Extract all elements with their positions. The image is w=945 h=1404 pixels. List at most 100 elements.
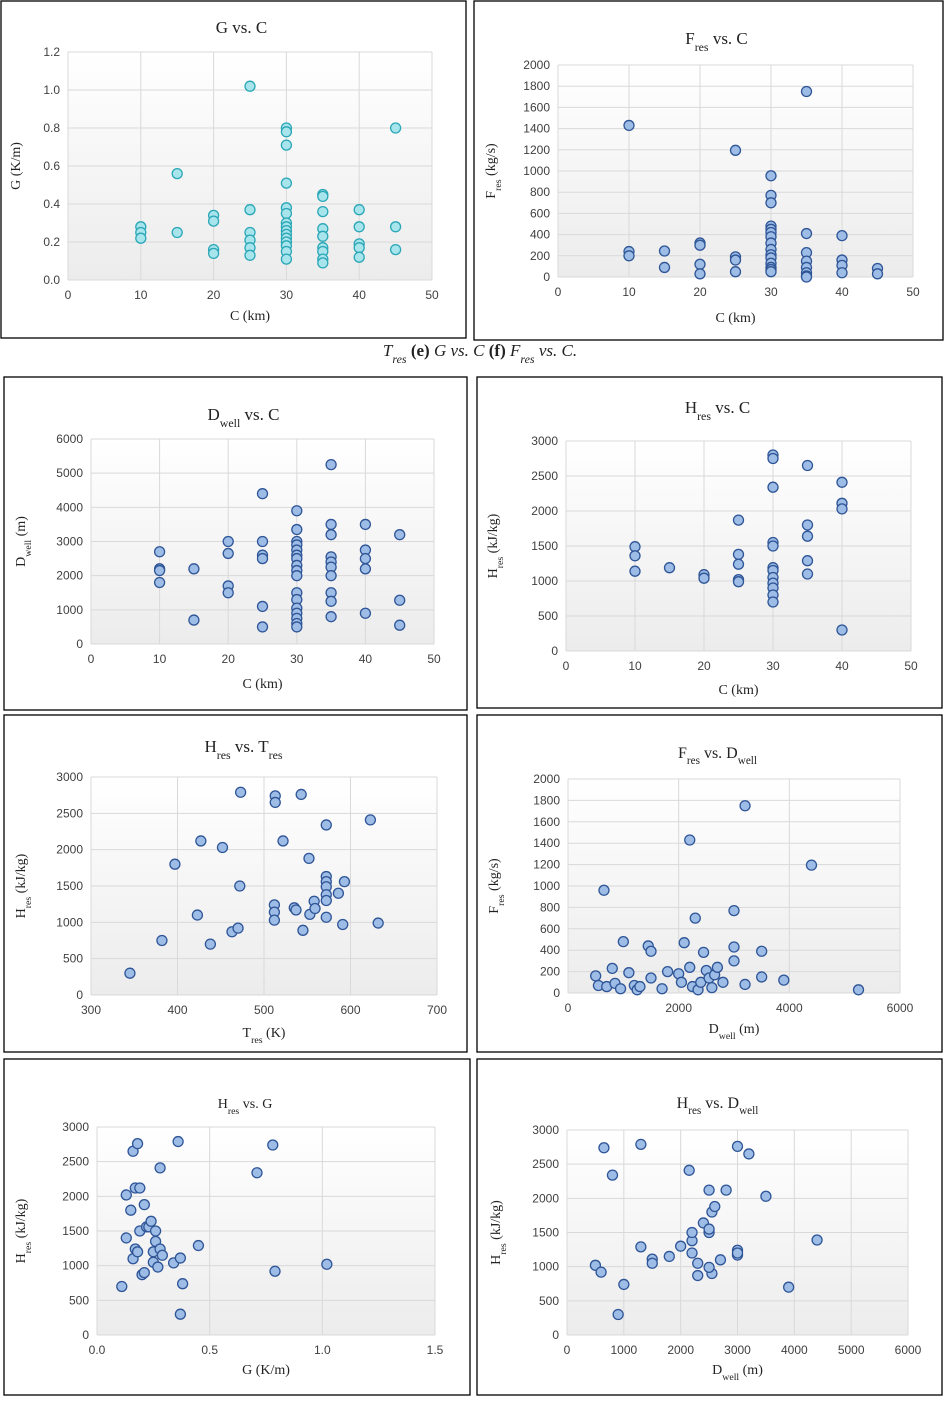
x-tick-label: 0.0 bbox=[89, 1343, 106, 1357]
panel-border bbox=[3, 714, 468, 1053]
y-label-part: D bbox=[14, 557, 29, 567]
y-label-part: G (K/m) bbox=[9, 142, 24, 190]
point bbox=[614, 983, 627, 995]
x-axis-label: Dwell (m) bbox=[712, 1363, 763, 1383]
point bbox=[645, 972, 657, 984]
y-tick-label: 400 bbox=[540, 943, 560, 957]
point bbox=[204, 938, 217, 950]
point bbox=[280, 253, 293, 265]
point bbox=[767, 540, 779, 552]
point bbox=[675, 976, 688, 988]
point bbox=[801, 568, 814, 580]
y-label-part: (kg/s) bbox=[484, 143, 499, 180]
point bbox=[697, 946, 710, 958]
point bbox=[694, 239, 706, 251]
caption-part: res bbox=[392, 352, 407, 366]
point bbox=[684, 834, 696, 846]
x-label-part: C (km) bbox=[230, 309, 270, 324]
point bbox=[207, 247, 220, 260]
y-tick-label: 1400 bbox=[533, 836, 560, 850]
point bbox=[321, 1258, 333, 1270]
point bbox=[317, 205, 329, 218]
x-tick-label: 50 bbox=[425, 288, 439, 302]
y-label-part: res bbox=[495, 557, 506, 569]
y-axis-label: G (K/m) bbox=[9, 142, 24, 190]
x-tick-label: 30 bbox=[280, 288, 294, 302]
point bbox=[703, 1223, 715, 1235]
point bbox=[222, 535, 234, 548]
y-label-part: H bbox=[489, 1255, 504, 1265]
chart-title: Hres vs. G bbox=[218, 1097, 273, 1117]
point bbox=[635, 1138, 647, 1150]
x-tick-label: 0 bbox=[65, 288, 72, 302]
point bbox=[389, 221, 402, 233]
point bbox=[678, 937, 690, 949]
point bbox=[661, 965, 674, 978]
y-tick-label: 500 bbox=[539, 1294, 559, 1308]
chart-panel: 0 10 20 30 40 50 0 200 400 600 800 1000 1200 1400 1600… bbox=[473, 0, 944, 341]
y-tick-label: 3000 bbox=[532, 1123, 559, 1137]
caption: Tres (e) G vs. C (f) Fres vs. C. bbox=[383, 341, 577, 366]
point bbox=[277, 835, 289, 847]
point bbox=[836, 503, 848, 515]
x-tick-label: 30 bbox=[290, 652, 304, 666]
point bbox=[703, 1184, 715, 1196]
x-tick-label: 30 bbox=[766, 659, 780, 673]
y-axis-label: Dwell (m) bbox=[14, 516, 34, 567]
caption-part: (e) bbox=[407, 341, 434, 360]
point bbox=[739, 800, 751, 812]
y-label-part: F bbox=[484, 191, 499, 199]
title-part: vs. C bbox=[711, 398, 750, 417]
y-tick-label: 1000 bbox=[532, 1260, 559, 1274]
point bbox=[153, 546, 166, 558]
point bbox=[711, 961, 724, 973]
point bbox=[656, 983, 668, 995]
y-tick-label: 1000 bbox=[531, 574, 558, 588]
title-part: F bbox=[678, 745, 687, 762]
point bbox=[149, 1225, 162, 1237]
point bbox=[256, 535, 269, 548]
point bbox=[338, 875, 351, 888]
point bbox=[629, 565, 641, 577]
point bbox=[635, 1241, 647, 1253]
point bbox=[389, 122, 402, 134]
caption-part: T bbox=[383, 341, 394, 360]
y-tick-label: 600 bbox=[530, 206, 550, 220]
point bbox=[269, 1265, 281, 1277]
point bbox=[801, 459, 814, 472]
chart-panel: 0 10 20 30 40 50 0.0 0.2 0.4 0.6 0.8 1.0 1.2 G vs. C C… bbox=[0, 0, 467, 339]
panel-border bbox=[3, 1058, 471, 1396]
point bbox=[618, 1278, 630, 1291]
point bbox=[364, 814, 377, 826]
title-part: well bbox=[739, 1105, 758, 1117]
x-label-part: (m) bbox=[739, 1363, 763, 1378]
y-tick-label: 0 bbox=[76, 637, 83, 651]
title-part: well bbox=[738, 755, 757, 767]
x-label-part: C (km) bbox=[242, 677, 282, 692]
panel-border bbox=[476, 714, 943, 1053]
x-label-part: res bbox=[251, 1035, 263, 1046]
point bbox=[706, 982, 718, 994]
title-part: vs. C bbox=[240, 405, 279, 424]
point bbox=[317, 230, 329, 242]
y-label-part: well bbox=[23, 540, 34, 557]
y-tick-label: 0.4 bbox=[43, 197, 60, 211]
point bbox=[251, 1167, 263, 1179]
point bbox=[317, 257, 329, 269]
point bbox=[359, 518, 372, 531]
y-tick-label: 0.2 bbox=[43, 235, 60, 249]
point bbox=[172, 1135, 184, 1148]
chart-panel: 0 1000 2000 3000 4000 5000 6000 0 500 1000 1500 200… bbox=[476, 1058, 943, 1396]
x-tick-label: 40 bbox=[353, 288, 367, 302]
x-axis-label: C (km) bbox=[718, 683, 758, 698]
point bbox=[256, 488, 269, 500]
x-tick-label: 10 bbox=[622, 285, 636, 299]
y-label-part: (kJ/kg) bbox=[486, 513, 501, 557]
point bbox=[729, 266, 742, 278]
x-tick-label: 2000 bbox=[667, 1343, 694, 1357]
point bbox=[612, 1308, 624, 1321]
y-tick-label: 500 bbox=[69, 1293, 89, 1307]
y-tick-label: 2500 bbox=[532, 1157, 559, 1171]
y-tick-label: 1000 bbox=[56, 603, 83, 617]
